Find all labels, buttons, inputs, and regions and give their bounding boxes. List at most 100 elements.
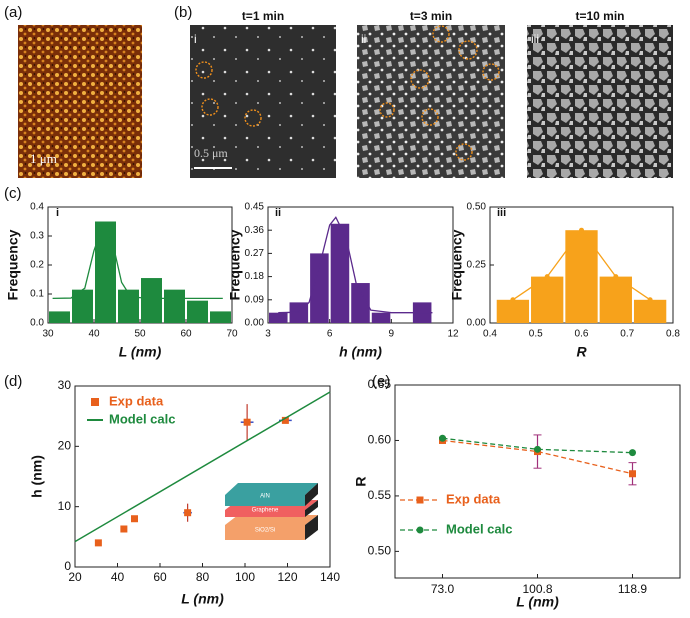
y-tick-label: 0.2 xyxy=(30,260,44,271)
y-tick-label: 0.4 xyxy=(30,202,44,213)
bar xyxy=(118,289,139,323)
legend-marker xyxy=(416,496,424,504)
inset-label: SiO2/Si xyxy=(255,528,275,534)
legend-label: Model calc xyxy=(446,521,512,536)
inset-label: AlN xyxy=(260,494,270,500)
data-point xyxy=(534,445,541,453)
legend-label: Exp data xyxy=(109,393,164,408)
x-tick-label: 9 xyxy=(389,329,395,340)
bar xyxy=(330,223,350,323)
image-label: iii xyxy=(531,32,539,46)
x-tick-label: 0.6 xyxy=(575,329,589,340)
legend-swatch xyxy=(91,398,99,406)
x-tick-label: 50 xyxy=(134,329,146,340)
x-tick-label: 40 xyxy=(88,329,100,340)
data-point xyxy=(184,509,192,517)
x-tick-label: 120 xyxy=(277,570,297,584)
y-tick-label: 0 xyxy=(64,559,71,573)
y-tick-label: 30 xyxy=(58,378,72,392)
y-axis-label: Frequency xyxy=(5,229,21,300)
chart-label: i xyxy=(56,207,59,219)
x-tick-label: 12 xyxy=(447,329,459,340)
x-tick-label: 0.4 xyxy=(483,329,497,340)
bar xyxy=(210,311,231,323)
x-axis-label: L (nm) xyxy=(181,591,224,607)
x-tick-label: 60 xyxy=(180,329,192,340)
x-axis-label: R xyxy=(576,344,587,360)
series-line xyxy=(442,439,633,475)
x-tick-label: 100 xyxy=(235,570,255,584)
x-tick-label: 0.7 xyxy=(620,329,634,340)
data-point xyxy=(94,539,102,547)
sem-image xyxy=(190,25,336,178)
panel-labels: (a) (b) (c) (d) (e) xyxy=(4,4,390,390)
y-tick-label: 0.65 xyxy=(368,377,392,391)
y-tick-label: 0.1 xyxy=(30,289,44,300)
chart-label: ii xyxy=(275,207,281,219)
fit-curve xyxy=(52,222,223,299)
legend-label: Model calc xyxy=(109,411,175,426)
data-point xyxy=(131,515,138,523)
y-tick-label: 0.27 xyxy=(245,248,265,259)
bar xyxy=(141,278,162,323)
image-label: i xyxy=(194,32,197,46)
fit-marker xyxy=(613,274,619,280)
inset: AlN Graphene SiO2/Si xyxy=(225,483,318,540)
fit-marker xyxy=(544,274,550,280)
bar xyxy=(269,312,288,323)
x-tick-label: 3 xyxy=(265,329,271,340)
bar xyxy=(371,312,391,323)
y-tick-label: 10 xyxy=(58,499,72,513)
fit-marker xyxy=(647,297,653,303)
data-point xyxy=(243,418,251,426)
bar xyxy=(187,300,208,323)
grain-outlines xyxy=(195,25,500,161)
data-point xyxy=(120,525,128,533)
data-point xyxy=(439,434,446,442)
x-tick-label: 60 xyxy=(153,570,167,584)
y-tick-label: 0.25 xyxy=(467,260,487,271)
y-tick-label: 0.00 xyxy=(467,318,487,329)
x-tick-label: 80 xyxy=(196,570,210,584)
sem-image xyxy=(357,25,505,178)
x-axis-label: L (nm) xyxy=(119,344,162,360)
x-tick-label: 20 xyxy=(68,570,82,584)
y-tick-label: 0.18 xyxy=(245,271,265,282)
y-tick-label: 0.00 xyxy=(245,318,265,329)
y-tick-label: 0.60 xyxy=(368,433,392,447)
panel-label: (b) xyxy=(174,4,192,21)
fit-marker xyxy=(510,297,516,303)
y-tick-label: 0.50 xyxy=(467,202,487,213)
x-tick-label: 73.0 xyxy=(431,582,455,596)
y-tick-label: 0.45 xyxy=(245,202,265,213)
data-point xyxy=(629,470,636,478)
image-title: t=3 min xyxy=(410,9,452,23)
x-tick-label: 70 xyxy=(226,329,238,340)
panel-label: (a) xyxy=(4,4,22,21)
y-axis-label: Frequency xyxy=(449,229,465,300)
y-tick-label: 0.50 xyxy=(368,544,392,558)
image-title: t=10 min xyxy=(575,9,624,23)
model-line xyxy=(74,391,331,543)
panel-label: (d) xyxy=(4,373,22,390)
x-tick-label: 0.5 xyxy=(529,329,543,340)
scale-label: 1 μm xyxy=(30,151,57,166)
x-tick-label: 6 xyxy=(327,329,333,340)
plot-frame xyxy=(394,384,681,579)
bar xyxy=(49,311,70,323)
inset-label: Graphene xyxy=(252,508,279,514)
legend-marker xyxy=(416,526,424,534)
bar xyxy=(164,289,185,323)
y-tick-label: 0.55 xyxy=(368,488,392,502)
x-tick-label: 140 xyxy=(320,570,340,584)
bar xyxy=(351,283,370,323)
x-tick-label: 100.8 xyxy=(522,582,552,596)
x-axis-label: h (nm) xyxy=(339,344,382,360)
data-point xyxy=(629,449,636,457)
afm-image xyxy=(18,25,142,178)
panel-label: (e) xyxy=(372,373,390,390)
chart-label: iii xyxy=(497,207,506,219)
x-tick-label: 0.8 xyxy=(666,329,680,340)
